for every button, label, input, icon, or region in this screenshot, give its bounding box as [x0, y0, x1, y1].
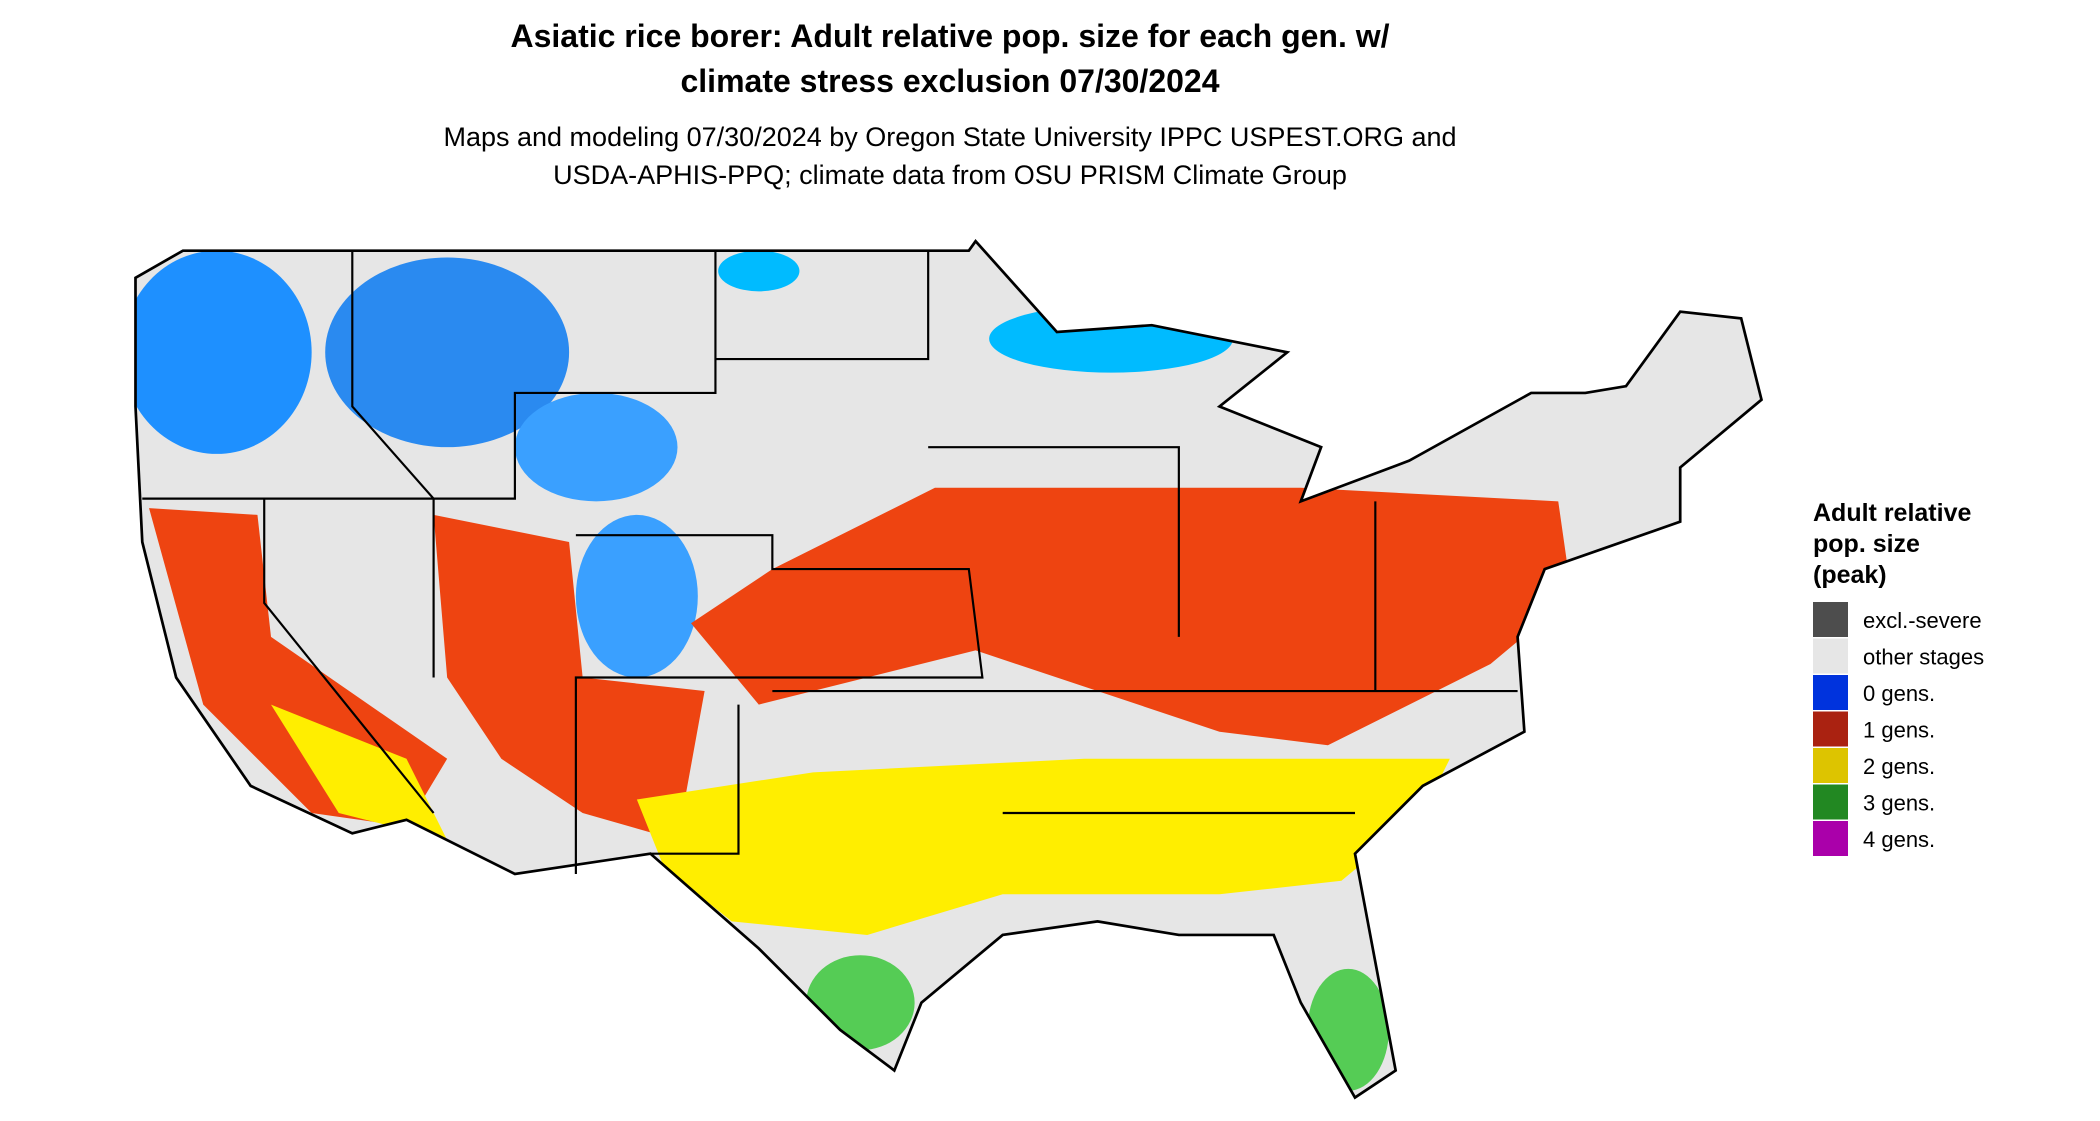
region-blue: [989, 304, 1234, 373]
legend-label: 1 gens.: [1863, 718, 1935, 743]
legend-label: other stages: [1863, 645, 1984, 670]
legend-swatch: [1813, 675, 1848, 710]
us-map: [134, 239, 1764, 1100]
region-blue: [325, 257, 570, 448]
region-yellow: [636, 758, 1450, 935]
legend-label: 0 gens.: [1863, 681, 1935, 706]
legend-label: 2 gens.: [1863, 754, 1935, 779]
region-blue: [514, 392, 678, 502]
legend-title: (peak): [1813, 561, 1887, 589]
legend-label: 3 gens.: [1863, 791, 1935, 816]
legend-title: pop. size: [1813, 530, 1920, 558]
legend-label: excl.-severe: [1863, 608, 1982, 633]
region-blue: [575, 514, 698, 678]
region-blue: [718, 250, 800, 292]
region-red: [691, 487, 1572, 746]
legend-swatch: [1813, 638, 1848, 674]
subtitle-line: USDA-APHIS-PPQ; climate data from OSU PR…: [553, 160, 1347, 190]
title-line: climate stress exclusion 07/30/2024: [680, 63, 1219, 99]
legend-title: Adult relative: [1813, 499, 1971, 527]
state-borders: [142, 250, 1518, 874]
region-red: [433, 514, 705, 841]
legend-swatch: [1813, 711, 1848, 747]
legend: Adult relative pop. size (peak) excl.-sever…: [1813, 499, 1984, 856]
subtitle-line: Maps and modeling 07/30/2024 by Oregon S…: [443, 122, 1456, 152]
us-outline: [134, 239, 1764, 1100]
region-blue: [135, 250, 312, 454]
region-green: [1307, 968, 1389, 1091]
legend-label: 4 gens.: [1863, 827, 1935, 852]
regions: [135, 250, 1572, 1091]
legend-swatch: [1813, 821, 1848, 856]
legend-swatch: [1813, 748, 1848, 783]
region-yellow: [271, 704, 448, 841]
legend-swatch: [1813, 602, 1848, 637]
legend-swatch: [1813, 784, 1848, 820]
region-green: [806, 955, 915, 1051]
title-line: Asiatic rice borer: Adult relative pop. …: [510, 18, 1389, 54]
